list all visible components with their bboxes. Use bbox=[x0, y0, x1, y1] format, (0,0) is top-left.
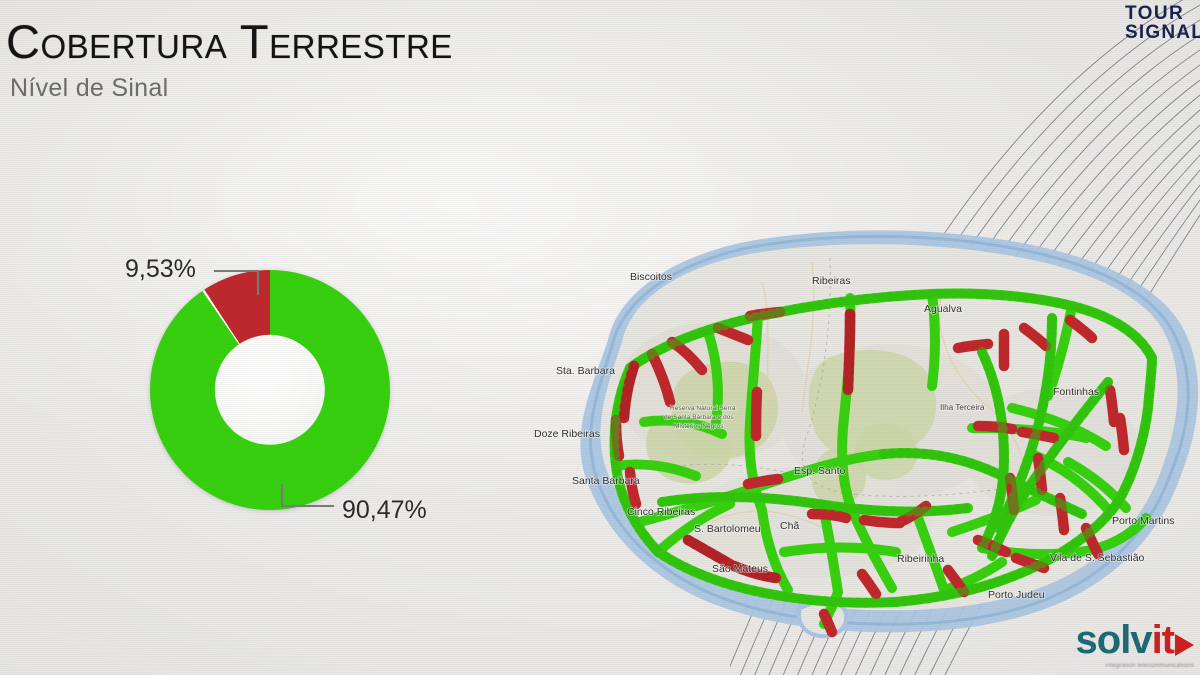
tour-signal-line1: TOUR bbox=[1125, 3, 1185, 24]
solvit-logo: solvit integration telecommunications bbox=[1076, 620, 1194, 669]
red-slice-label: 9,53% bbox=[125, 255, 196, 283]
svg-text:Reserva Natural Serra: Reserva Natural Serra bbox=[670, 405, 736, 412]
coverage-point-markers bbox=[609, 288, 1157, 608]
slide-header: Cobertura Terrestre Nível de Sinal bbox=[6, 18, 453, 103]
signal-level-donut-chart: 9,53% 90,47% bbox=[125, 255, 427, 524]
svg-text:Sta. Barbara: Sta. Barbara bbox=[556, 365, 615, 377]
svg-text:Cinco Ribeiras: Cinco Ribeiras bbox=[627, 506, 695, 518]
solvit-tagline: integration telecommunications bbox=[1105, 663, 1194, 669]
svg-text:Vila de S. Sebastião: Vila de S. Sebastião bbox=[1050, 552, 1145, 564]
solvit-wordmark: solvit bbox=[1076, 620, 1194, 660]
donut-center-hole bbox=[214, 334, 326, 446]
svg-text:Chã: Chã bbox=[780, 520, 799, 532]
map-place-labels: Biscoitos Ribeiras Agualva Sta. Barbara … bbox=[533, 270, 1175, 602]
svg-text:Ribeirinha: Ribeirinha bbox=[897, 553, 944, 565]
svg-text:S. Bartolomeu: S. Bartolomeu bbox=[694, 523, 761, 535]
map-reserve-label: Reserva Natural Serra de Santa Bárbara e… bbox=[663, 404, 737, 431]
solvit-word-part2: it bbox=[1151, 618, 1175, 662]
svg-text:Ilha Terceira: Ilha Terceira bbox=[940, 403, 985, 412]
terceira-island-coverage-map[interactable]: Biscoitos Ribeiras Agualva Sta. Barbara … bbox=[512, 222, 1200, 640]
svg-text:São Mateus: São Mateus bbox=[712, 563, 768, 575]
play-arrow-icon bbox=[1175, 634, 1194, 656]
svg-text:Esp. Santo: Esp. Santo bbox=[794, 465, 846, 477]
green-slice-label: 90,47% bbox=[342, 496, 427, 524]
page-subtitle: Nível de Sinal bbox=[10, 74, 169, 102]
svg-text:Mistérios Negros: Mistérios Negros bbox=[674, 423, 724, 430]
page-title: Cobertura Terrestre bbox=[6, 15, 453, 68]
svg-text:Doze Ribeiras: Doze Ribeiras bbox=[534, 428, 600, 440]
svg-text:Santa Barbara: Santa Barbara bbox=[572, 475, 640, 487]
svg-text:Porto Judeu: Porto Judeu bbox=[988, 589, 1045, 601]
svg-text:Porto Martins: Porto Martins bbox=[1112, 515, 1174, 527]
tour-signal-line2: SIGNAL bbox=[1125, 22, 1200, 43]
svg-text:Ribeiras: Ribeiras bbox=[812, 275, 851, 287]
tour-signal-logo: TOUR SIGNAL bbox=[1125, 4, 1200, 42]
solvit-word-part1: solv bbox=[1075, 618, 1153, 662]
svg-text:Agualva: Agualva bbox=[924, 303, 962, 315]
svg-text:Biscoitos: Biscoitos bbox=[630, 271, 672, 283]
svg-text:Fontinhas: Fontinhas bbox=[1053, 386, 1099, 398]
svg-text:de Santa Bárbara e dos: de Santa Bárbara e dos bbox=[664, 414, 734, 421]
